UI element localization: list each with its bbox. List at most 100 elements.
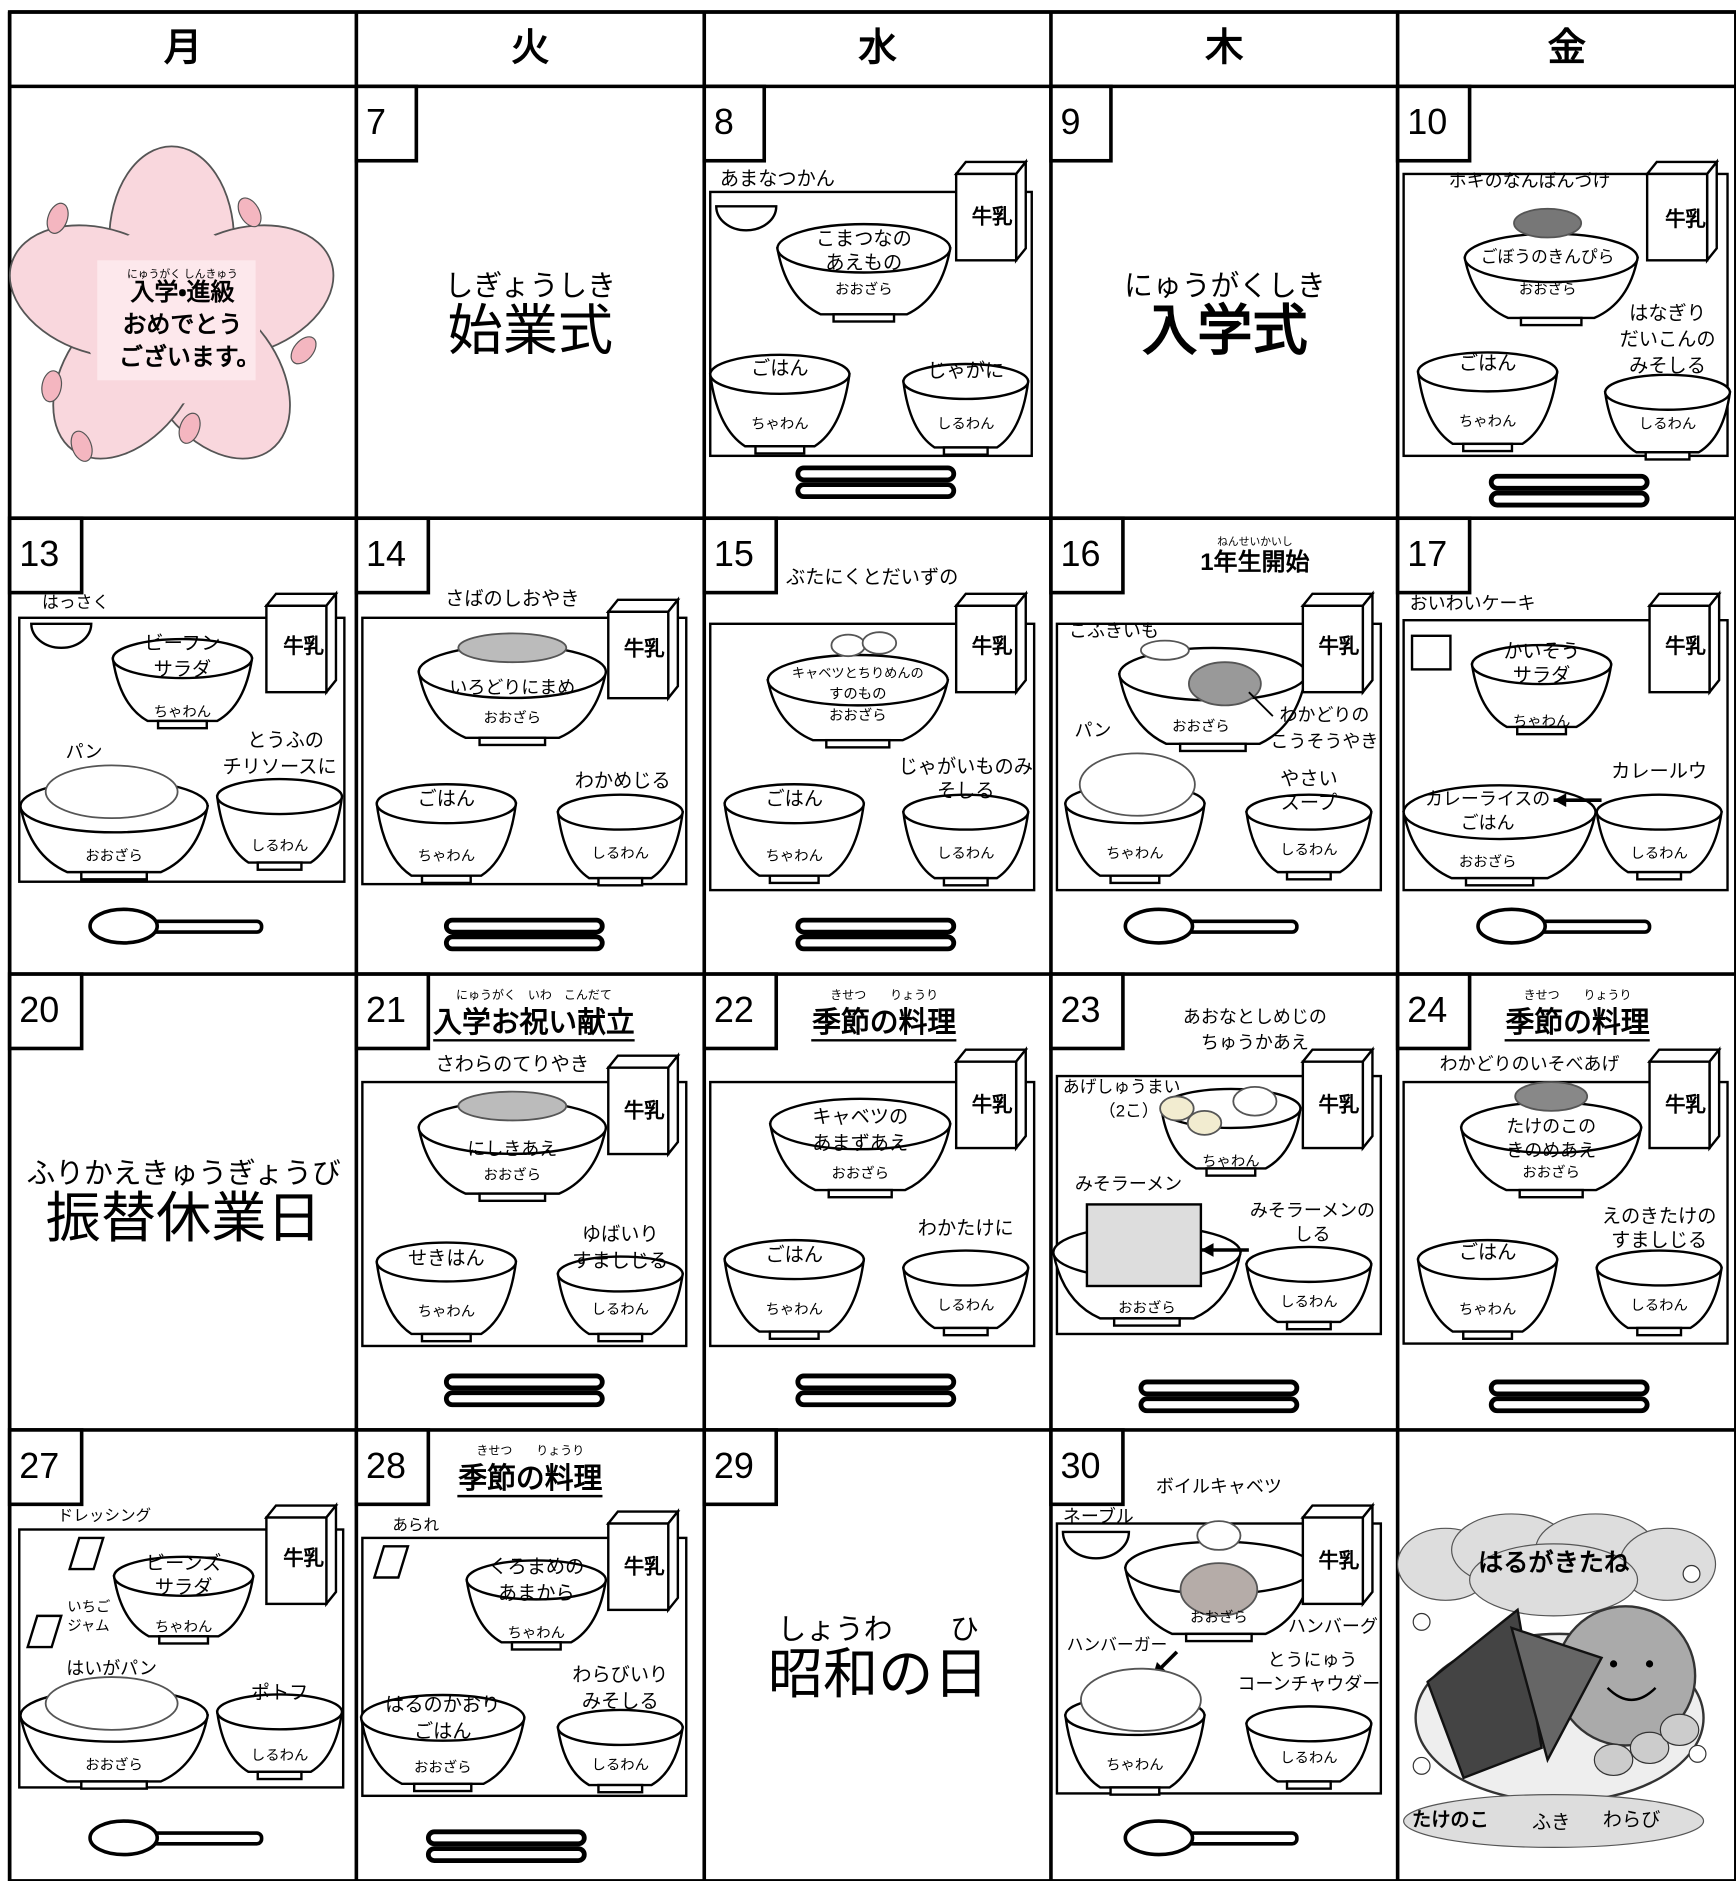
menu-text: しる — [1294, 1224, 1330, 1244]
milk-side — [1361, 1502, 1374, 1608]
menu-text: おおざら — [484, 1165, 542, 1183]
menu-text: ねんせいかいし — [1217, 536, 1292, 548]
food — [1080, 1667, 1202, 1732]
menu-text: あおなとしめじの — [1183, 1007, 1327, 1027]
date-number: 23 — [1061, 989, 1101, 1030]
eye — [1645, 1660, 1654, 1668]
menu-text: しるわん — [1630, 1297, 1687, 1314]
bowl-rim — [216, 1693, 344, 1731]
food — [1513, 207, 1583, 239]
milk-carton — [265, 604, 328, 694]
tray — [1055, 1074, 1383, 1336]
menu-text: チリソースに — [223, 757, 337, 778]
menu-text: 牛乳 — [1318, 634, 1359, 658]
food — [457, 632, 568, 664]
bowl-foot — [256, 861, 303, 871]
menu-text: 牛乳 — [624, 1554, 665, 1578]
menu-text: すましじる — [1611, 1231, 1707, 1252]
menu-text: あまなつかん — [720, 169, 835, 190]
date-number: 10 — [1407, 101, 1447, 142]
date-box — [702, 1428, 779, 1507]
chopstick — [1488, 473, 1650, 491]
menu-text: おおざら — [1118, 1299, 1175, 1317]
menu-text: 牛乳 — [972, 634, 1013, 658]
bowl-foot — [768, 874, 820, 885]
milk-carton — [954, 1060, 1018, 1150]
bowl-rim — [216, 777, 344, 816]
bowl-foot — [1518, 1188, 1584, 1199]
menu-text: 季節の料理 — [457, 1462, 602, 1495]
milk-carton — [954, 172, 1018, 262]
spoon-handle — [1184, 919, 1299, 934]
arrow-head — [1200, 1243, 1214, 1257]
milk-side — [667, 1508, 680, 1614]
small-petal — [70, 430, 93, 462]
menu-text: にゅうがく いわ こんだて — [456, 987, 612, 1002]
milk-top — [605, 1510, 681, 1525]
milk-top — [1647, 1048, 1722, 1063]
milk-side — [1708, 590, 1721, 696]
tray — [361, 1080, 688, 1348]
milk-top — [263, 592, 339, 608]
food — [1078, 752, 1196, 817]
menu-text: ちゃわん — [765, 1301, 823, 1318]
small-petal — [290, 336, 317, 365]
date-box — [7, 516, 84, 595]
tray — [1402, 172, 1729, 458]
menu-text: しるわん — [1280, 841, 1338, 858]
bowl-rim — [1470, 643, 1613, 686]
tray — [18, 1528, 345, 1789]
date-box — [1049, 972, 1125, 1051]
bamboo-shoot — [1509, 1626, 1604, 1764]
milk-top — [953, 160, 1029, 176]
menu-text: ごはん — [751, 358, 809, 380]
menu-text: 始業式 — [448, 299, 614, 361]
message-panel — [97, 260, 256, 381]
fruit-cup — [1061, 1530, 1131, 1560]
eye — [1609, 1660, 1618, 1668]
milk-carton — [1648, 1060, 1711, 1150]
food — [44, 1676, 179, 1731]
packet — [372, 1545, 410, 1579]
bowl-foot — [597, 1332, 644, 1343]
bowl-foot — [1285, 1320, 1332, 1331]
flower — [1688, 1744, 1707, 1763]
date-number: 14 — [366, 533, 406, 574]
date-box — [702, 516, 779, 595]
date-box — [354, 516, 431, 595]
menu-text: みそしる — [582, 1691, 659, 1712]
chopstick — [443, 934, 605, 952]
bowl-foot — [827, 1188, 893, 1199]
tray — [18, 616, 346, 883]
menu-text: こふきいも — [1069, 621, 1159, 641]
spoon-handle — [1184, 1831, 1299, 1846]
date-number: 7 — [366, 101, 386, 142]
tray — [709, 1080, 1036, 1348]
milk-carton — [1301, 1516, 1365, 1606]
chopstick — [795, 1373, 957, 1391]
spoon-bowl — [1123, 1819, 1195, 1857]
menu-text: あげしゅうまい — [1063, 1077, 1180, 1096]
menu-text: サラダ — [1513, 665, 1571, 687]
mushroom — [1659, 1713, 1700, 1747]
menu-text: ごはん — [414, 1720, 472, 1742]
food — [1186, 1109, 1223, 1136]
menu-text: くろまめの — [488, 1557, 584, 1578]
date-number: 27 — [19, 1445, 59, 1486]
menu-text: しぎょうしき — [445, 271, 616, 303]
date-box — [702, 972, 779, 1051]
menu-text: えのきたけの — [1602, 1207, 1717, 1228]
date-number: 28 — [366, 1445, 406, 1486]
menu-text: しるわん — [251, 838, 308, 855]
menu-text: ちゃわん — [1513, 713, 1570, 730]
menu-text: おおざら — [484, 708, 542, 726]
small-petal — [41, 370, 63, 403]
bowl-rim — [1245, 793, 1373, 831]
milk-side — [325, 590, 338, 696]
